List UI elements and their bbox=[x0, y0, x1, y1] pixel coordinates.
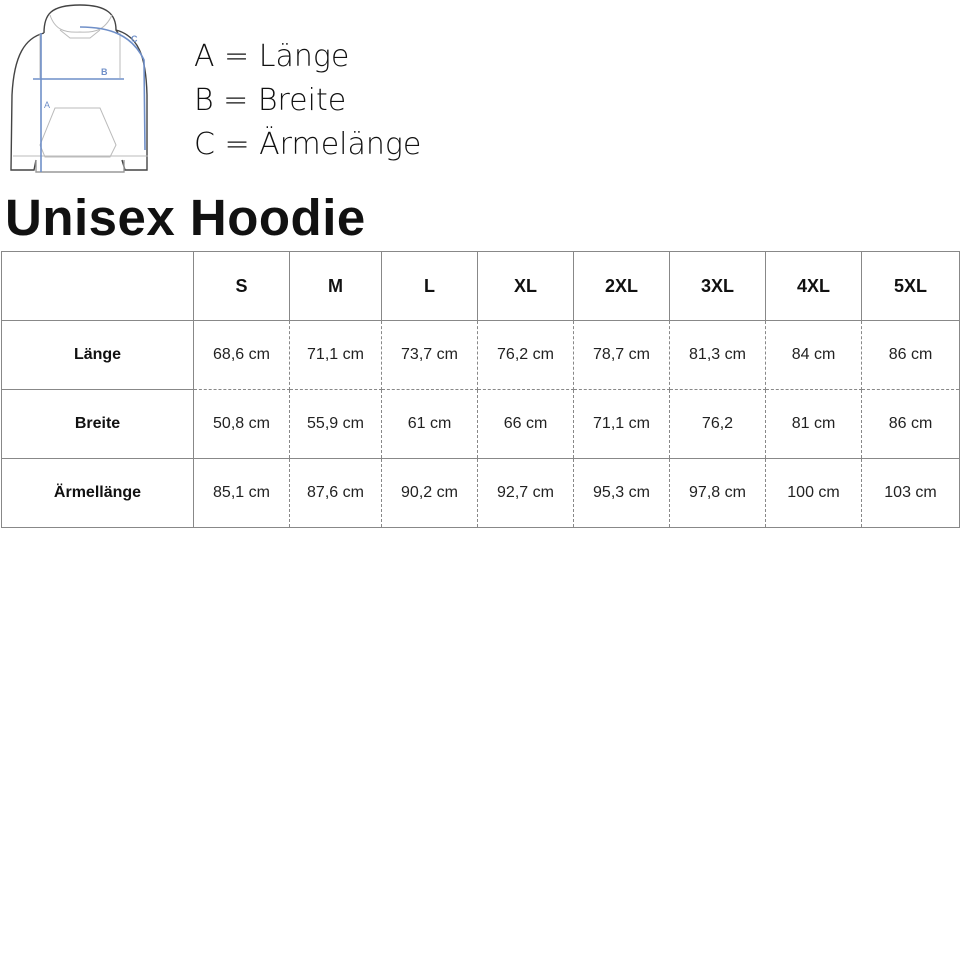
size-header-s: S bbox=[193, 251, 290, 321]
table-cell: 81 cm bbox=[765, 389, 862, 459]
hoodie-outline bbox=[10, 4, 148, 173]
size-header-l: L bbox=[381, 251, 478, 321]
table-cell: 85,1 cm bbox=[193, 458, 290, 528]
table-cell: 97,8 cm bbox=[669, 458, 766, 528]
label-c: C bbox=[131, 34, 138, 44]
table-cell: 84 cm bbox=[765, 320, 862, 390]
size-header-2xl: 2XL bbox=[573, 251, 670, 321]
table-cell: 66 cm bbox=[477, 389, 574, 459]
corner-cell bbox=[1, 251, 194, 321]
table-cell: 50,8 cm bbox=[193, 389, 290, 459]
size-header-5xl: 5XL bbox=[861, 251, 960, 321]
table-cell: 86 cm bbox=[861, 389, 960, 459]
size-header-xl: XL bbox=[477, 251, 574, 321]
size-table: S M L XL 2XL 3XL 4XL 5XL Länge 68,6 cm 7… bbox=[1, 251, 960, 528]
size-header-3xl: 3XL bbox=[669, 251, 766, 321]
table-row-aermellaenge: Ärmellänge 85,1 cm 87,6 cm 90,2 cm 92,7 … bbox=[1, 458, 960, 528]
measure-lines bbox=[33, 26, 146, 172]
row-label: Breite bbox=[1, 389, 194, 459]
table-cell: 55,9 cm bbox=[289, 389, 382, 459]
size-header-m: M bbox=[289, 251, 382, 321]
legend-b: B = Breite bbox=[194, 83, 347, 118]
table-cell: 86 cm bbox=[861, 320, 960, 390]
table-cell: 87,6 cm bbox=[289, 458, 382, 528]
legend-a: A = Länge bbox=[194, 39, 350, 74]
hoodie-measurement-diagram: A B C bbox=[10, 4, 148, 173]
table-cell: 92,7 cm bbox=[477, 458, 574, 528]
table-row-laenge: Länge 68,6 cm 71,1 cm 73,7 cm 76,2 cm 78… bbox=[1, 320, 960, 390]
table-cell: 95,3 cm bbox=[573, 458, 670, 528]
table-cell: 76,2 bbox=[669, 389, 766, 459]
label-a: A bbox=[44, 100, 50, 110]
size-header-4xl: 4XL bbox=[765, 251, 862, 321]
table-cell: 81,3 cm bbox=[669, 320, 766, 390]
header-row: S M L XL 2XL 3XL 4XL 5XL bbox=[1, 251, 960, 321]
table-row-breite: Breite 50,8 cm 55,9 cm 61 cm 66 cm 71,1 … bbox=[1, 389, 960, 459]
page-title: Unisex Hoodie bbox=[5, 189, 366, 246]
row-label: Länge bbox=[1, 320, 194, 390]
hoodie-details bbox=[13, 14, 148, 158]
table-cell: 103 cm bbox=[861, 458, 960, 528]
table-cell: 68,6 cm bbox=[193, 320, 290, 390]
table-cell: 71,1 cm bbox=[289, 320, 382, 390]
row-label: Ärmellänge bbox=[1, 458, 194, 528]
table-cell: 71,1 cm bbox=[573, 389, 670, 459]
table-cell: 90,2 cm bbox=[381, 458, 478, 528]
table-cell: 73,7 cm bbox=[381, 320, 478, 390]
legend-c: C = Ärmelänge bbox=[194, 127, 422, 162]
table-cell: 100 cm bbox=[765, 458, 862, 528]
table-cell: 61 cm bbox=[381, 389, 478, 459]
label-b: B bbox=[101, 67, 108, 77]
table-cell: 78,7 cm bbox=[573, 320, 670, 390]
table-cell: 76,2 cm bbox=[477, 320, 574, 390]
